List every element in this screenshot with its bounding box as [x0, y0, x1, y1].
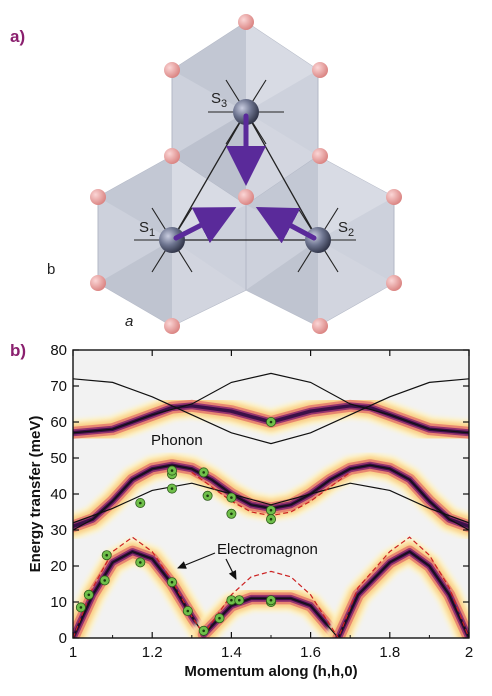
x-tick-label: 1 [69, 644, 77, 661]
x-tick-label: 1.6 [300, 644, 321, 661]
data-point-center [230, 512, 233, 516]
data-points [75, 416, 276, 636]
data-point-center [79, 606, 83, 609]
data-point-center [269, 420, 273, 424]
annotation-electromagnon: Electromagnon [217, 541, 318, 558]
annotation-arrow-left [177, 552, 216, 569]
data-point-center [105, 553, 108, 557]
site-label-s1: S1 [139, 219, 155, 239]
y-tick-label: 0 [59, 630, 67, 647]
oxygen-atom [164, 318, 180, 334]
crystal-structure: S3 S1 S2 b a [47, 14, 402, 334]
y-axis-title: Energy transfer (meV) [27, 416, 44, 573]
data-point-center [230, 598, 233, 602]
oxygen-atom [238, 14, 254, 30]
annotation-phonon: Phonon [151, 432, 203, 449]
data-point-center [103, 579, 106, 582]
y-tick-label: 30 [50, 522, 67, 539]
panel-a-label: a) [10, 27, 25, 46]
data-point-center [87, 593, 91, 597]
data-point-center [202, 471, 205, 474]
x-tick-label: 2 [465, 644, 473, 661]
lattice-label-a: a [125, 313, 133, 330]
data-point-center [139, 561, 142, 564]
data-point-center [202, 629, 205, 633]
theory-line-4 [73, 550, 469, 638]
annotation-arrow-right [225, 558, 237, 580]
oxygen-atom [312, 62, 328, 78]
x-axis-title: Momentum along (h,h,0) [184, 663, 357, 680]
data-point-center [186, 609, 190, 613]
spin-triangle [170, 110, 320, 241]
data-point-center [269, 598, 273, 602]
x-tick-label: 1.8 [379, 644, 400, 661]
oxygen-atom [312, 148, 328, 164]
oxygen-atom [90, 275, 106, 291]
y-tick-label: 10 [50, 594, 67, 611]
oxygen-atom [238, 189, 254, 205]
y-tick-label: 80 [50, 342, 67, 359]
y-tick-label: 60 [50, 414, 67, 431]
site-label-s3: S3 [211, 90, 227, 110]
panel-b-label: b) [10, 341, 26, 360]
oxygen-atoms [90, 14, 402, 334]
data-point-center [238, 598, 241, 602]
data-point-center [139, 501, 142, 505]
oxygen-atom [312, 318, 328, 334]
oxygen-atom [164, 148, 180, 164]
data-point-center [170, 469, 174, 472]
data-point-center [269, 508, 273, 512]
spin-arrows [173, 113, 317, 244]
theory-line-0 [73, 378, 469, 445]
dashed-line-0 [73, 536, 469, 638]
metal-atom-s2 [305, 227, 331, 253]
lattice-label-b: b [47, 261, 55, 278]
x-tick-label: 1.2 [142, 644, 163, 661]
y-tick-label: 50 [50, 450, 67, 467]
y-tick-label: 70 [50, 378, 67, 395]
oxygen-atom [90, 189, 106, 205]
data-point-center [206, 494, 209, 498]
data-point-center [170, 580, 174, 584]
oxygen-atom [386, 189, 402, 205]
x-tick-label: 1.4 [221, 644, 242, 661]
y-tick-label: 20 [50, 558, 67, 575]
theory-line-2 [73, 482, 469, 524]
oxygen-atom [386, 275, 402, 291]
data-point-center [218, 616, 221, 620]
y-tick-label: 40 [50, 486, 67, 503]
data-point-center [230, 496, 233, 499]
theory-line-1 [73, 372, 469, 434]
spin-arrow-s2 [255, 206, 317, 244]
data-point-center [170, 487, 174, 490]
data-point-center [269, 517, 273, 521]
spin-arrow-s1 [173, 207, 237, 244]
metal-atom-s1 [159, 227, 185, 253]
oxygen-atom [164, 62, 180, 78]
site-label-s2: S2 [338, 219, 354, 239]
metal-atom-s3 [233, 99, 259, 125]
